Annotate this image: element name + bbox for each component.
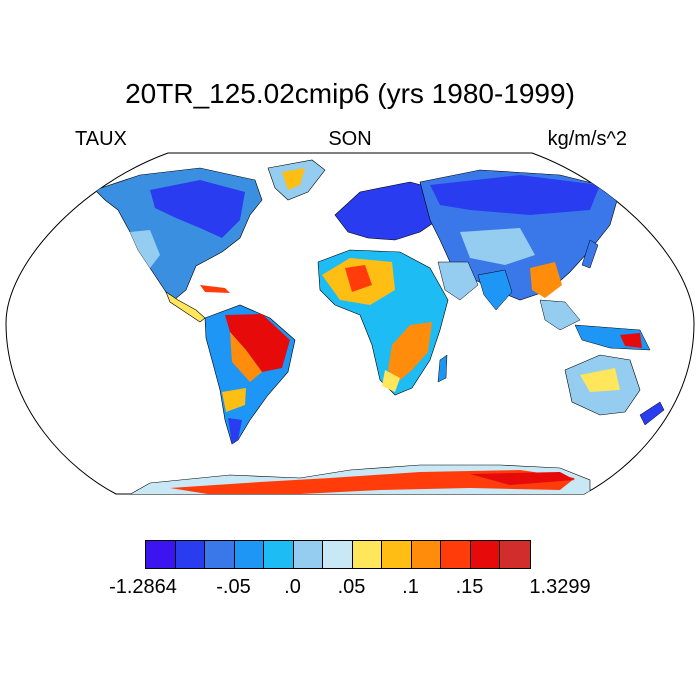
southeast-asia	[539, 299, 581, 331]
colorbar-box	[293, 541, 323, 568]
colorbar-box	[146, 541, 176, 568]
colorbar-box	[470, 541, 500, 568]
asia-north-blue	[430, 175, 600, 215]
africa-east-warm	[388, 322, 432, 382]
colorbar-tick-label: .05	[337, 576, 366, 598]
china-east-warm	[530, 262, 562, 298]
africa-sahara-red	[345, 265, 372, 292]
colorbar-box	[411, 541, 441, 568]
colorbar-box	[323, 541, 353, 568]
madagascar	[437, 354, 448, 383]
africa-south-yellow	[382, 370, 400, 392]
colorbar-box	[500, 541, 530, 568]
colorbar-tick-label: .1	[402, 576, 419, 598]
colorbar-box	[441, 541, 471, 568]
colorbar-box	[352, 541, 382, 568]
colorbar-box	[382, 541, 412, 568]
south-america-yellow-south	[222, 388, 246, 412]
south-america-warm-north	[225, 314, 290, 372]
asia-central-light	[460, 228, 535, 265]
north-america-blue-interior	[150, 180, 245, 238]
colorbar-box	[234, 541, 264, 568]
new-zealand	[639, 401, 665, 426]
australia-yellow	[580, 368, 620, 392]
greenland-warm-core	[282, 168, 305, 190]
colorbar-tick-label: -1.2864	[109, 576, 177, 598]
india-region	[477, 269, 513, 311]
colorbar-tick-label: .0	[284, 576, 301, 598]
antarctica-warm-band	[170, 470, 575, 494]
caribbean-islands	[200, 285, 230, 293]
colorbar-box	[264, 541, 294, 568]
arabian-peninsula	[437, 261, 479, 301]
season-label: SON	[328, 128, 372, 150]
japan	[581, 239, 599, 269]
new-guinea-warm	[620, 333, 642, 348]
variable-label: TAUX	[75, 128, 127, 150]
antarctica-red-east	[470, 472, 575, 485]
units-label: kg/m/s^2	[547, 128, 627, 150]
south-america-orange-band	[230, 332, 262, 382]
plot-title: 20TR_125.02cmip6 (yrs 1980-1999)	[125, 78, 575, 109]
colorbar-tick-label: -.05	[216, 576, 251, 598]
north-america-light-west	[130, 230, 160, 268]
colorbar-tick-label: 1.3299	[529, 576, 591, 598]
colorbar-box	[205, 541, 235, 568]
colorbar	[145, 540, 531, 569]
central-america	[165, 291, 206, 323]
south-america-tip	[228, 418, 242, 444]
colorbar-box	[175, 541, 205, 568]
colorbar-tick-label: .15	[455, 576, 484, 598]
